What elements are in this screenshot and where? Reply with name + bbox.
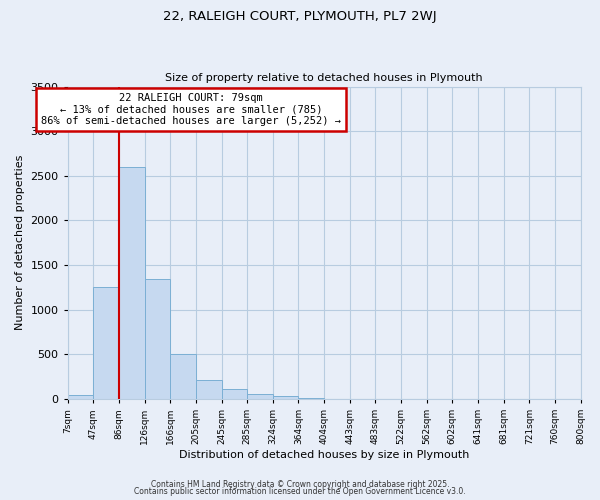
Y-axis label: Number of detached properties: Number of detached properties — [15, 155, 25, 330]
Bar — [68, 394, 94, 399]
Bar — [170, 354, 196, 399]
Title: Size of property relative to detached houses in Plymouth: Size of property relative to detached ho… — [165, 73, 483, 83]
Bar — [196, 380, 221, 399]
Bar — [145, 278, 170, 399]
Text: Contains public sector information licensed under the Open Government Licence v3: Contains public sector information licen… — [134, 487, 466, 496]
Text: Contains HM Land Registry data © Crown copyright and database right 2025.: Contains HM Land Registry data © Crown c… — [151, 480, 449, 489]
Bar — [221, 389, 247, 399]
Bar — [273, 396, 298, 399]
Bar — [119, 167, 145, 399]
X-axis label: Distribution of detached houses by size in Plymouth: Distribution of detached houses by size … — [179, 450, 469, 460]
Bar — [298, 398, 324, 399]
Bar — [94, 288, 119, 399]
Text: 22, RALEIGH COURT, PLYMOUTH, PL7 2WJ: 22, RALEIGH COURT, PLYMOUTH, PL7 2WJ — [163, 10, 437, 23]
Text: 22 RALEIGH COURT: 79sqm
← 13% of detached houses are smaller (785)
86% of semi-d: 22 RALEIGH COURT: 79sqm ← 13% of detache… — [41, 93, 341, 126]
Bar — [247, 394, 273, 399]
